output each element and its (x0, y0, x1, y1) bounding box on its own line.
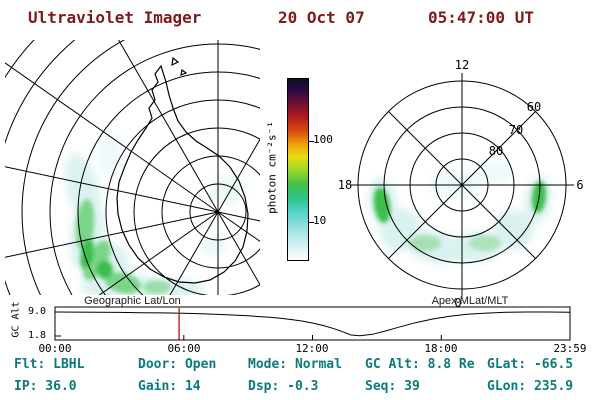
status-glat: GLat: -66.5 (487, 357, 574, 372)
xtick-1800: 18:00 (424, 342, 458, 355)
apex-dial-panel: 12 18 6 0 60 70 80 (338, 58, 584, 310)
status-ip: IP: 36.0 (14, 379, 77, 394)
aurora-emission-left (64, 135, 245, 295)
colorbar-tick-100 (309, 141, 314, 142)
apex-dial-grid (350, 73, 574, 297)
colorbar-tick-label-10: 10 (313, 214, 327, 227)
colorbar-tick-10 (309, 222, 314, 223)
colorbar-tick-label-100: 100 (313, 133, 333, 146)
right-panel-caption: Apex MLat/MLT (431, 295, 509, 307)
mlat-70-label: 70 (509, 123, 523, 137)
meridian-lines (5, 40, 260, 295)
gc-alt-curve (54, 311, 571, 337)
mlt-0-label: 0 (454, 296, 461, 310)
status-dsp: Dsp: -0.3 (248, 379, 319, 394)
gc-alt-axis-label: GC Alt (10, 301, 22, 338)
status-glon: GLon: 235.9 (487, 379, 574, 394)
mlt-12-label: 12 (455, 58, 469, 72)
aurora-emission-right (368, 161, 552, 264)
mlat-60-label: 60 (527, 100, 541, 114)
status-flt: Flt: LBHL (14, 357, 85, 372)
colorbar (287, 78, 314, 261)
geographic-graticule (5, 40, 260, 295)
date-label: 20 Oct 07 (278, 8, 365, 27)
status-gc-alt: GC Alt: 8.8 Re (365, 357, 475, 372)
antarctica-coastline (116, 56, 249, 284)
time-label: 05:47:00 UT (428, 8, 534, 27)
mlt-18-label: 18 (338, 178, 352, 192)
mlt-6-label: 6 (576, 178, 583, 192)
xtick-2359: 23:59 (553, 342, 587, 355)
app-title: Ultraviolet Imager (28, 8, 202, 27)
xtick-0000: 00:00 (38, 342, 72, 355)
colorbar-units-label: photon cm⁻²s⁻¹ (265, 121, 279, 214)
mlat-80-label: 80 (489, 144, 503, 158)
status-door: Door: Open (138, 357, 217, 372)
status-seq: Seq: 39 (365, 379, 420, 394)
xtick-1200: 12:00 (295, 342, 329, 355)
strip-chart-svg (54, 306, 571, 341)
geographic-map-panel (5, 40, 260, 295)
status-gain: Gain: 14 (138, 379, 201, 394)
ytick-9: 9.0 (27, 306, 46, 317)
ytick-1-8: 1.8 (27, 330, 46, 341)
status-mode: Mode: Normal (248, 357, 342, 372)
xtick-0600: 06:00 (167, 342, 201, 355)
left-panel-caption: Geographic Lat/Lon (84, 295, 181, 307)
